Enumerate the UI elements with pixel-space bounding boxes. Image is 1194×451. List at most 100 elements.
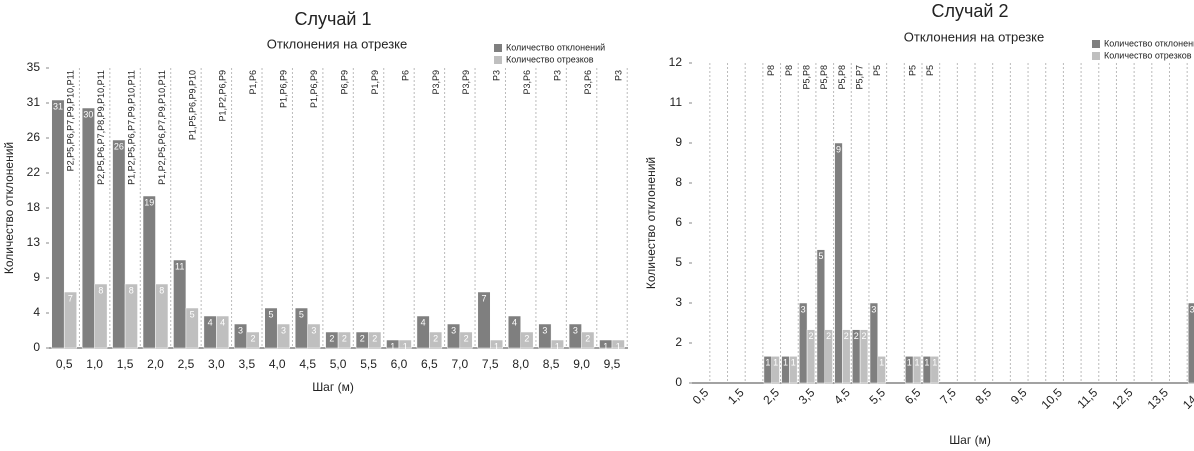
bar — [185, 307, 199, 349]
x-tick-label: 3,5 — [238, 357, 255, 371]
value-label: 19 — [144, 197, 154, 207]
bar-annotation: P1,P9 — [370, 70, 380, 95]
bar-annotation: P3,P6 — [583, 70, 593, 95]
bar — [398, 339, 412, 349]
value-label: 3 — [451, 325, 456, 335]
bar — [173, 259, 187, 349]
chart-panel: Случай 1 Отклонения на отрезке Количество … — [2, 9, 628, 394]
x-tick-label: 2,5 — [178, 357, 195, 371]
value-label: 5 — [190, 309, 195, 319]
bar-annotation: P3 — [492, 70, 502, 81]
bar-annotation: P3,P6 — [522, 70, 532, 95]
value-label: 2 — [861, 331, 866, 341]
y-tick-label: 6 — [675, 215, 682, 229]
value-label: 8 — [98, 285, 103, 295]
x-tick-label: 9,5 — [604, 357, 621, 371]
x-tick-label: 4,0 — [269, 357, 286, 371]
value-label: 1 — [915, 358, 920, 368]
legend-swatch — [494, 56, 502, 64]
x-tick-label: 2,0 — [147, 357, 164, 371]
bar — [142, 195, 156, 349]
x-tick-label: 5,5 — [360, 357, 377, 371]
x-tick-label: 5,5 — [866, 385, 888, 407]
y-tick-label: 2 — [675, 335, 682, 349]
value-label: 3 — [1190, 304, 1194, 314]
value-label: 3 — [573, 325, 578, 335]
bar — [94, 283, 108, 349]
value-label: 2 — [360, 333, 365, 343]
legend-label: Количество отклонений — [506, 42, 605, 52]
value-label: 2 — [372, 333, 377, 343]
bar-annotation: P3 — [613, 70, 623, 81]
x-tick-label: 5,0 — [330, 357, 347, 371]
value-label: 3 — [542, 325, 547, 335]
bar-annotation: P5 — [908, 65, 918, 76]
bar — [859, 329, 869, 384]
value-label: 4 — [421, 317, 426, 327]
value-label: 1 — [932, 358, 937, 368]
x-tick-label: 1,5 — [725, 385, 747, 407]
x-tick-label: 7,5 — [937, 385, 959, 407]
chart-title: Случай 2 — [932, 1, 1009, 21]
x-tick-label: 8,5 — [973, 385, 995, 407]
x-tick-label: 4,5 — [831, 385, 853, 407]
bar-annotation: P3,P9 — [431, 70, 441, 95]
bar — [459, 331, 473, 349]
bar — [112, 139, 126, 349]
value-label: 1 — [773, 358, 778, 368]
value-label: 1 — [494, 341, 499, 351]
x-tick-label: 8,5 — [543, 357, 560, 371]
bar-annotation: P8 — [766, 65, 776, 76]
value-label: 1 — [924, 358, 929, 368]
bar — [520, 331, 534, 349]
bar — [842, 329, 851, 384]
y-tick-label: 35 — [27, 60, 41, 74]
y-tick-label: 18 — [27, 200, 41, 214]
bar — [581, 331, 595, 349]
bar — [276, 323, 290, 349]
y-tick-label: 4 — [33, 305, 40, 319]
x-tick-label: 6,0 — [391, 357, 408, 371]
bar — [771, 356, 780, 384]
bar — [307, 323, 321, 349]
y-axis-title: Количество отклонений — [644, 157, 658, 289]
value-label: 2 — [464, 333, 469, 343]
bar — [63, 291, 77, 349]
bar — [490, 339, 503, 349]
y-tick-label: 0 — [33, 340, 40, 354]
value-label: 1 — [403, 341, 408, 351]
bar-annotation: P1,P5,P6,P9,P10 — [187, 70, 197, 140]
value-label: 1 — [603, 341, 608, 351]
value-label: 3 — [281, 325, 286, 335]
chart-subtitle: Отклонения на отрезке — [267, 36, 407, 51]
bar — [429, 331, 443, 349]
value-label: 30 — [83, 109, 93, 119]
bar — [337, 331, 351, 349]
x-tick-label: 11,5 — [1075, 385, 1101, 411]
bar-annotation: P3,P9 — [461, 70, 471, 95]
y-tick-label: 5 — [675, 255, 682, 269]
y-tick-label: 26 — [27, 130, 41, 144]
bar — [368, 331, 382, 349]
value-label: 3 — [871, 304, 876, 314]
x-tick-label: 3,0 — [208, 357, 225, 371]
bar-annotation: P6 — [400, 70, 410, 81]
legend-label: Количество отрезков — [506, 54, 594, 64]
value-label: 4 — [512, 317, 517, 327]
value-label: 1 — [791, 358, 796, 368]
x-tick-label: 0,5 — [56, 357, 73, 371]
bar — [816, 249, 826, 384]
bar — [246, 331, 260, 349]
y-tick-label: 0 — [675, 375, 682, 389]
bar — [877, 356, 886, 384]
x-tick-label: 2,5 — [760, 385, 782, 407]
value-label: 2 — [808, 331, 813, 341]
bar-annotation: P1,P2,P6,P9 — [218, 70, 228, 122]
bar — [216, 315, 230, 349]
value-label: 26 — [114, 141, 124, 151]
y-tick-label: 13 — [27, 235, 41, 249]
bar — [912, 356, 922, 384]
value-label: 7 — [68, 293, 73, 303]
value-label: 7 — [482, 293, 487, 303]
